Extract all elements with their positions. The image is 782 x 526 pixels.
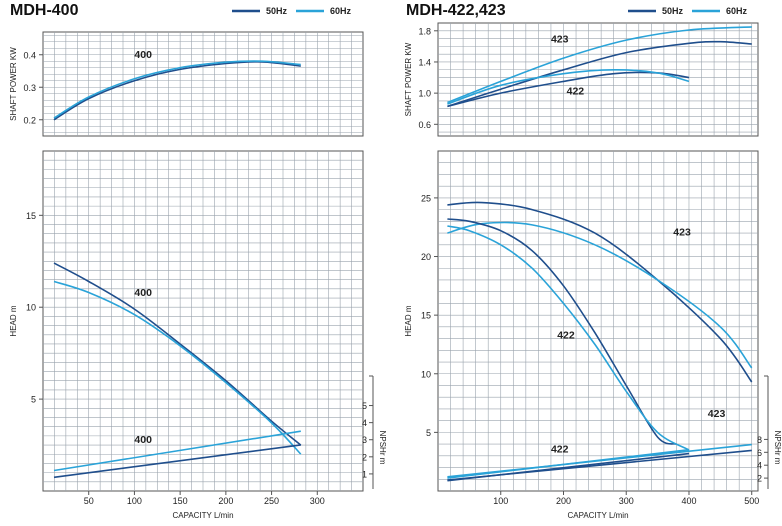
mdh422423-power-grid <box>438 23 758 136</box>
y-tick-label: 0.2 <box>23 115 36 125</box>
npsh-axis-label: NPSHr m <box>378 431 387 465</box>
x-axis-label: CAPACITY L/min <box>567 511 628 520</box>
chart-title: MDH-422,423 <box>406 2 506 19</box>
mdh400-power-y-axis-label: SHAFT POWER KW <box>9 47 18 121</box>
legend: 50Hz 60Hz <box>628 6 748 16</box>
y-tick-label: 25 <box>421 193 431 203</box>
mdh422423-power-y-axis-label: SHAFT POWER KW <box>404 42 413 116</box>
npsh-tick-label: 3 <box>362 435 367 445</box>
npsh-tick-label: 1 <box>362 469 367 479</box>
mdh422423-power-series-group <box>447 26 752 108</box>
series-line-422-npsh-50hz <box>447 452 690 482</box>
npsh-tick-label: 2 <box>362 452 367 462</box>
series-line-npsh-60hz <box>53 430 301 472</box>
mdh400-head-series-group <box>53 262 302 479</box>
x-tick-label: 300 <box>619 496 634 506</box>
series-line-power-60hz <box>53 60 301 119</box>
mdh422423-power-plot-area <box>437 22 759 137</box>
legend-label: 60Hz <box>726 6 748 16</box>
y-tick-label: 0.6 <box>418 120 431 130</box>
x-tick-label: 400 <box>681 496 696 506</box>
y-tick-label: 5 <box>426 428 431 438</box>
y-tick-label: 0.4 <box>23 50 36 60</box>
y-tick-label: 0.3 <box>23 83 36 93</box>
y-tick-label: 1.0 <box>418 89 431 99</box>
mdh422423-head-series-group <box>447 201 753 482</box>
x-tick-label: 100 <box>493 496 508 506</box>
mdh400-head-y-axis-label: HEAD m <box>9 305 18 336</box>
x-tick-label: 300 <box>310 496 325 506</box>
x-tick-label: 500 <box>744 496 759 506</box>
y-tick-label: 10 <box>421 369 431 379</box>
legend: 50Hz 60Hz <box>232 6 352 16</box>
legend-label: 60Hz <box>330 6 352 16</box>
y-tick-label: 15 <box>421 311 431 321</box>
mdh400-power-grid <box>43 32 363 136</box>
curve-label: 400 <box>134 49 152 61</box>
curve-label: 422 <box>557 330 575 342</box>
x-tick-label: 150 <box>173 496 188 506</box>
series-line-423-power-60hz <box>447 26 752 104</box>
x-tick-label: 100 <box>127 496 142 506</box>
series-line-head-50hz <box>53 262 302 446</box>
npsh-tick-label: 8 <box>757 435 762 445</box>
npsh-axis-label: NPSHr m <box>773 431 782 465</box>
series-line-422-npsh-60hz <box>447 448 690 479</box>
curve-label: 400 <box>134 287 152 299</box>
series-line-422-head-50hz <box>447 218 677 445</box>
npsh-tick-label: 5 <box>362 401 367 411</box>
chart-mdh400: MDH-400 50Hz 60Hz 0.2 0.3 0.4 SHAFT POWER KW 40… <box>9 2 387 520</box>
legend-label: 50Hz <box>266 6 288 16</box>
series-line-423-head-50hz <box>447 201 753 383</box>
chart-mdh422423: MDH-422,423 50Hz 60Hz 0.6 1.0 1.4 1.8 SHAFT POW… <box>404 2 782 520</box>
npsh-tick-label: 4 <box>362 418 367 428</box>
y-tick-label: 20 <box>421 252 431 262</box>
x-axis-label: CAPACITY L/min <box>172 511 233 520</box>
series-line-head-60hz <box>53 280 302 455</box>
curve-label: 400 <box>134 434 152 446</box>
y-tick-label: 15 <box>26 211 36 221</box>
mdh400-power-series-group <box>53 60 301 121</box>
y-tick-label: 5 <box>31 395 36 405</box>
series-line-422-head-60hz <box>447 225 690 451</box>
curve-label: 422 <box>567 86 585 98</box>
x-tick-label: 200 <box>218 496 233 506</box>
mdh422423-head-plot-area <box>437 150 759 492</box>
legend-label: 50Hz <box>662 6 684 16</box>
mdh422423-head-y-axis-label: HEAD m <box>404 305 413 336</box>
curve-label: 423 <box>708 408 726 420</box>
curve-label: 423 <box>551 33 569 45</box>
npsh-tick-label: 4 <box>757 461 762 471</box>
y-tick-label: 1.8 <box>418 26 431 36</box>
curve-label: 423 <box>673 226 691 238</box>
y-tick-label: 10 <box>26 303 36 313</box>
y-tick-label: 1.4 <box>418 57 431 67</box>
series-line-423-power-50hz <box>447 40 752 108</box>
mdh422423-head-grid <box>438 151 758 491</box>
x-tick-label: 200 <box>556 496 571 506</box>
x-tick-label: 250 <box>264 496 279 506</box>
curve-label: 422 <box>551 443 569 455</box>
npsh-tick-label: 6 <box>757 448 762 458</box>
x-tick-label: 50 <box>84 496 94 506</box>
npsh-tick-label: 2 <box>757 474 762 484</box>
mdh400-head-grid <box>43 151 363 491</box>
chart-title: MDH-400 <box>10 2 79 19</box>
series-line-npsh-50hz <box>53 444 301 479</box>
series-line-422-power-60hz <box>447 68 690 105</box>
